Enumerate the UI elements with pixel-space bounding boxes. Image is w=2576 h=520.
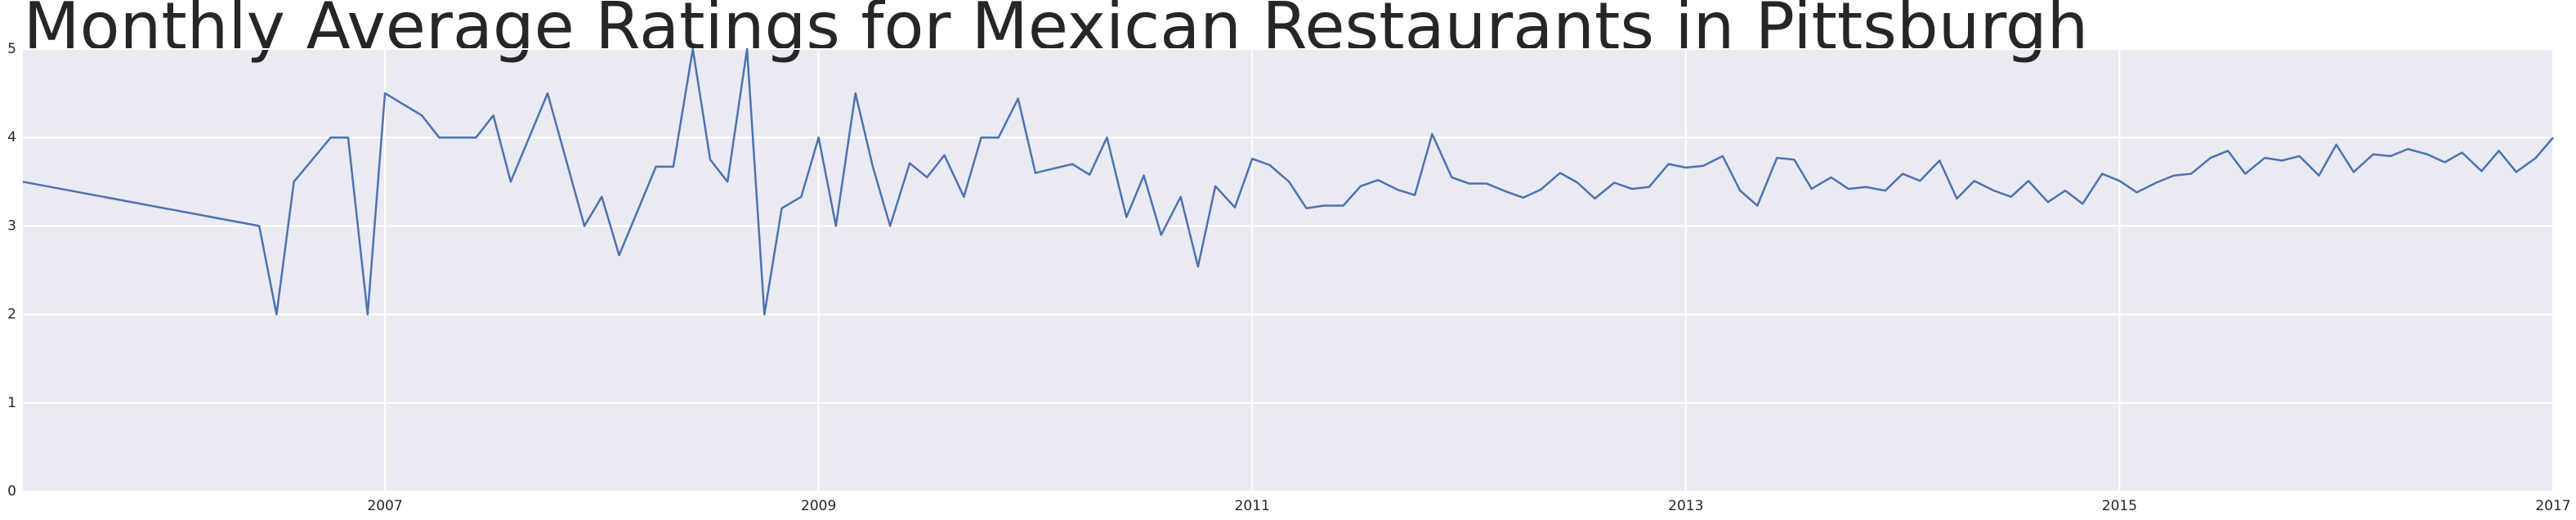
y-tick-label: 4 <box>7 129 16 146</box>
x-tick-label: 2009 <box>801 498 836 514</box>
x-tick-label: 2013 <box>1668 498 1703 514</box>
x-tick-label: 2011 <box>1235 498 1270 514</box>
x-tick-label: 2017 <box>2535 498 2570 514</box>
x-tick-label: 2007 <box>367 498 402 514</box>
x-tick-label: 2015 <box>2102 498 2137 514</box>
plot-area <box>23 49 2553 491</box>
data-line <box>22 47 2554 316</box>
y-tick-label: 2 <box>7 307 16 323</box>
y-tick-label: 0 <box>7 483 16 500</box>
y-tick-label: 1 <box>7 395 16 411</box>
y-tick-label: 5 <box>7 41 16 57</box>
y-tick-label: 3 <box>7 217 16 234</box>
chart-title: Monthly Average Ratings for Mexican Rest… <box>24 0 2089 65</box>
